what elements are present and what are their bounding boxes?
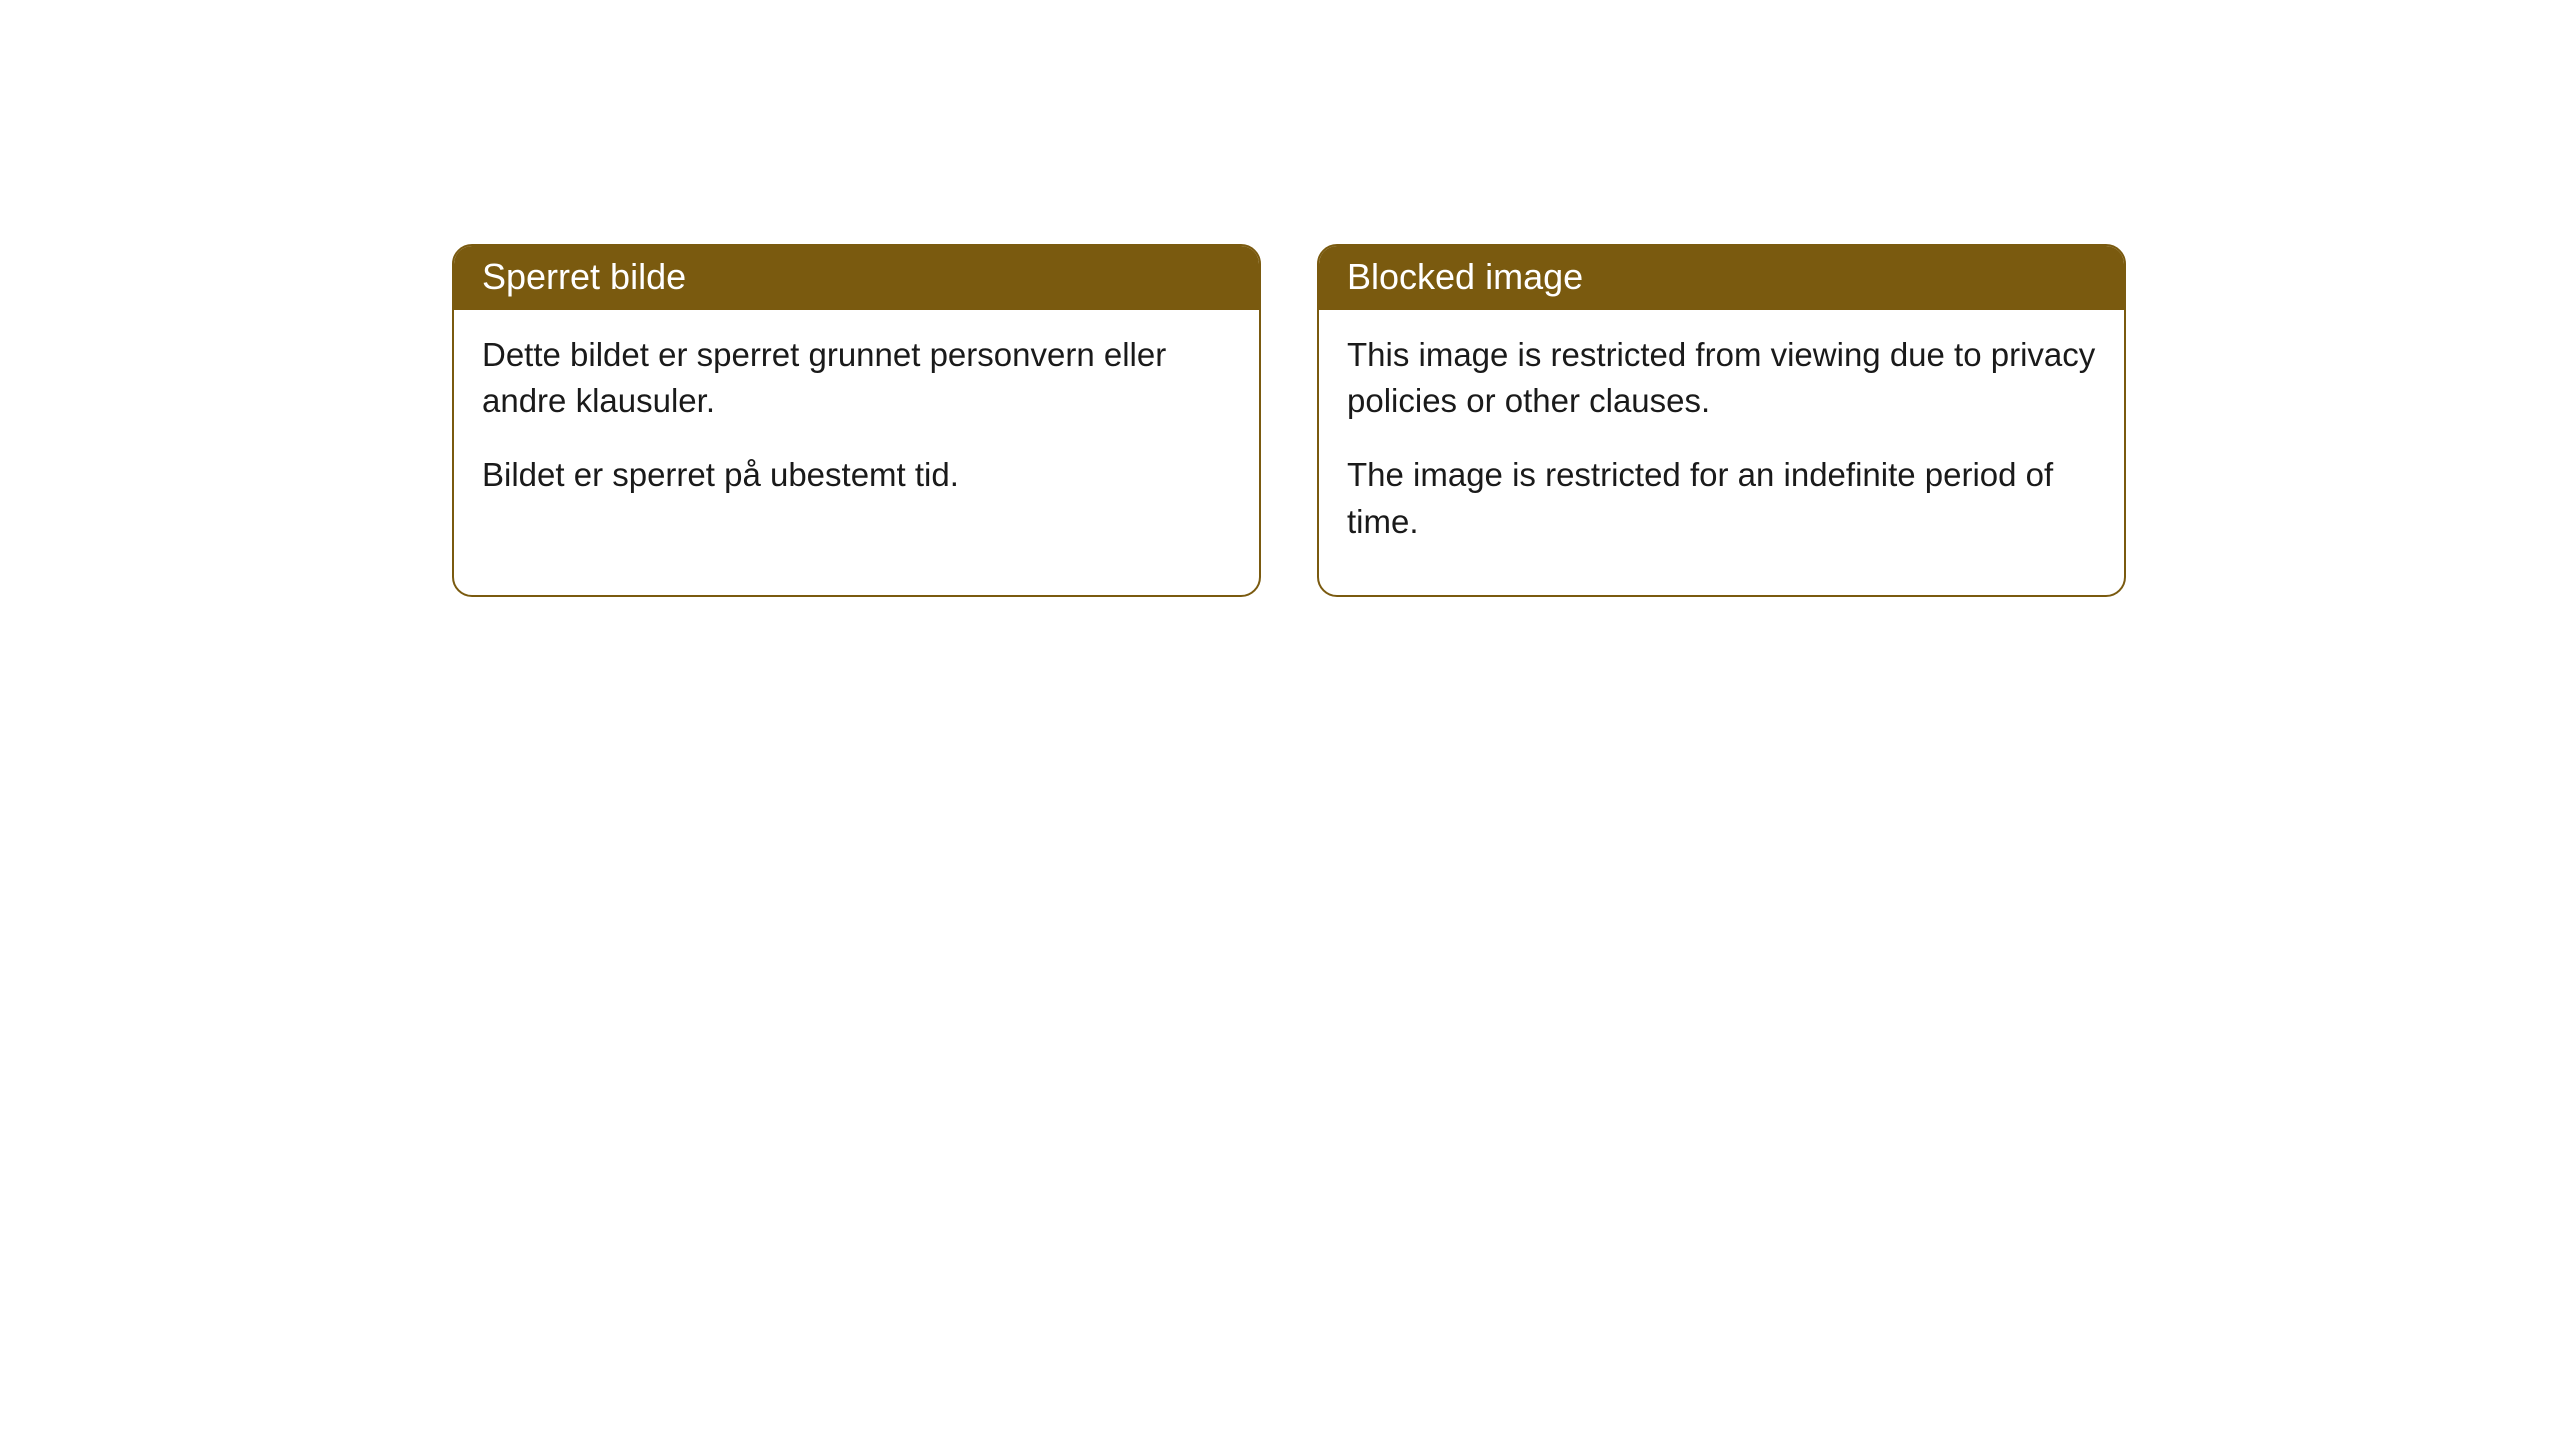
card-header: Blocked image [1319,246,2124,310]
card-paragraph: This image is restricted from viewing du… [1347,332,2096,424]
card-title: Blocked image [1347,256,1583,297]
card-title: Sperret bilde [482,256,686,297]
card-paragraph: The image is restricted for an indefinit… [1347,452,2096,544]
card-paragraph: Bildet er sperret på ubestemt tid. [482,452,1231,498]
notice-card-norwegian: Sperret bilde Dette bildet er sperret gr… [452,244,1261,597]
card-paragraph: Dette bildet er sperret grunnet personve… [482,332,1231,424]
notice-card-english: Blocked image This image is restricted f… [1317,244,2126,597]
card-body: Dette bildet er sperret grunnet personve… [454,310,1259,549]
notice-cards-container: Sperret bilde Dette bildet er sperret gr… [452,244,2560,597]
card-body: This image is restricted from viewing du… [1319,310,2124,595]
card-header: Sperret bilde [454,246,1259,310]
